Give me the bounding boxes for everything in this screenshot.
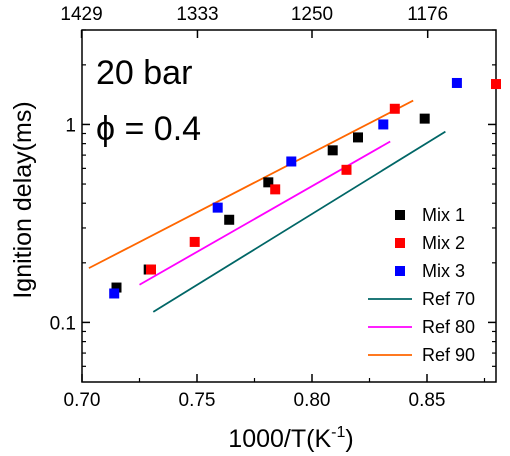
top-tick-label: 1429 [60, 4, 102, 25]
y-tick-label: 0.1 [50, 313, 76, 334]
top-tick-label: 1250 [291, 4, 333, 25]
x-tick-label: 0.85 [409, 390, 446, 411]
data-point-mix-2 [389, 103, 400, 114]
series-line-ref-90 [88, 99, 414, 269]
data-point-mix-1 [263, 177, 274, 188]
data-point-mix-1 [353, 132, 363, 143]
data-point-mix-2 [270, 184, 281, 195]
legend-label: Ref 80 [422, 317, 475, 337]
data-point-mix-3 [378, 119, 389, 130]
legend-marker-mix-3 [395, 266, 405, 276]
annotation-pressure: 20 bar [96, 54, 192, 92]
plot-frame [81, 29, 497, 383]
legend-label: Mix 2 [422, 233, 465, 253]
data-point-mix-2 [146, 264, 156, 275]
data-point-mix-2 [189, 236, 200, 247]
x-axis-label: 1000/T(K-1) [228, 424, 353, 453]
legend-marker-mix-2 [395, 238, 405, 248]
series-line-ref-70 [152, 130, 446, 313]
y-tick-label: 1 [65, 115, 76, 136]
data-point-mix-3 [451, 77, 462, 88]
data-point-mix-3 [109, 288, 120, 299]
data-point-mix-1 [111, 282, 122, 293]
legend-label: Ref 90 [422, 345, 475, 365]
x-tick-label: 0.70 [64, 390, 101, 411]
data-point-mix-1 [419, 113, 430, 124]
data-point-mix-2 [341, 164, 352, 175]
data-point-mix-1 [224, 214, 235, 225]
data-point-mix-2 [491, 79, 501, 90]
data-point-mix-1 [327, 145, 338, 156]
legend-label: Mix 3 [422, 261, 465, 281]
data-point-mix-3 [212, 202, 223, 213]
data-point-mix-3 [286, 156, 297, 167]
top-tick-label: 1333 [176, 4, 218, 25]
x-tick-label: 0.75 [179, 390, 216, 411]
x-tick-label: 0.80 [294, 390, 331, 411]
annotation-equivalence-ratio: ϕ = 0.4 [96, 110, 201, 148]
legend-label: Ref 70 [422, 289, 475, 309]
y-axis-label: Ignition delay(ms) [9, 101, 37, 298]
series-line-ref-80 [139, 140, 391, 286]
legend-label: Mix 1 [422, 205, 465, 225]
top-tick-label: 1176 [407, 4, 448, 25]
legend-marker-mix-1 [395, 210, 405, 220]
